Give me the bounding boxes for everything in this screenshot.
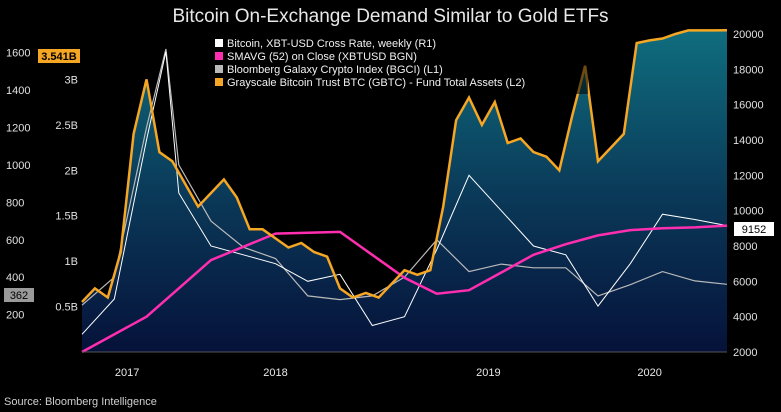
- bgci-last-badge: [4, 288, 34, 302]
- left-inner-axis-tick: 3B: [65, 74, 78, 86]
- left-outer-axis-tick: 1600: [6, 48, 30, 60]
- right-axis-tick: 16000: [733, 100, 764, 112]
- gbtc-last-badge: [38, 49, 80, 63]
- legend-swatch: [215, 65, 223, 73]
- chart-title: Bitcoin On-Exchange Demand Similar to Go…: [172, 6, 609, 27]
- left-inner-axis-tick: 1.5B: [55, 211, 78, 223]
- smavg-line: [81, 224, 728, 354]
- x-tick-year: 2020: [637, 367, 661, 379]
- left-inner-axis-tick: 2B: [65, 165, 78, 177]
- left-inner-axis-tick: 0.5B: [55, 302, 78, 314]
- left-outer-axis-tick: 800: [6, 197, 24, 209]
- source-note: Source: Bloomberg Intelligence: [4, 396, 157, 408]
- left-outer-axis-tick: 600: [6, 235, 24, 247]
- legend-swatch: [215, 52, 223, 60]
- x-tick-year: 2019: [476, 367, 500, 379]
- right-axis-tick: 4000: [733, 312, 757, 324]
- legend-box: [210, 36, 588, 94]
- left-inner-axis-tick: 1B: [65, 256, 78, 268]
- gbtc-line: [81, 29, 728, 303]
- x-tick-year: 2018: [263, 367, 287, 379]
- left-outer-axis-tick: 1200: [6, 123, 30, 135]
- left-outer-axis-tick: 1400: [6, 85, 30, 97]
- line-layer: [81, 29, 728, 354]
- btc-line: [81, 51, 728, 335]
- bgci-last-label: 362: [10, 290, 28, 302]
- legend-item: Grayscale Bitcoin Trust BTC (GBTC) - Fun…: [227, 77, 525, 89]
- legend: Bitcoin, XBT-USD Cross Rate, weekly (R1)…: [210, 36, 588, 94]
- left-outer-axis-tick: 400: [6, 272, 24, 284]
- legend-swatch: [215, 78, 223, 86]
- right-axis-tick: 14000: [733, 135, 764, 147]
- left-outer-axis-tick: 200: [6, 310, 24, 322]
- btc-last-label: 9152: [742, 224, 766, 236]
- area-layer: [82, 30, 727, 353]
- x-tick-year: 2017: [115, 367, 139, 379]
- right-axis-tick: 2000: [733, 347, 757, 359]
- axis-layer: 1600 1400 1200 1000 800 600 400 200 3B 2.5B 2B 1.5B…: [4, 29, 774, 379]
- right-axis-tick: 18000: [733, 64, 764, 76]
- legend-swatch: [215, 39, 223, 47]
- legend-item: SMAVG (52) on Close (XBTUSD BGN): [227, 51, 417, 63]
- left-inner-axis-tick: 2.5B: [55, 120, 78, 132]
- right-axis-tick: 8000: [733, 241, 757, 253]
- left-outer-axis-tick: 1000: [6, 160, 30, 172]
- legend-item: Bitcoin, XBT-USD Cross Rate, weekly (R1): [227, 38, 436, 50]
- right-axis-tick: 10000: [733, 206, 764, 218]
- gbtc-last-label: 3.541B: [41, 51, 77, 63]
- right-axis-tick: 20000: [733, 29, 764, 41]
- right-axis-tick: 12000: [733, 170, 764, 182]
- btc-last-badge: [734, 222, 774, 236]
- legend-item: Bloomberg Galaxy Crypto Index (BGCI) (L1…: [227, 64, 443, 76]
- right-axis-tick: 6000: [733, 276, 757, 288]
- gbtc-area: [82, 30, 727, 353]
